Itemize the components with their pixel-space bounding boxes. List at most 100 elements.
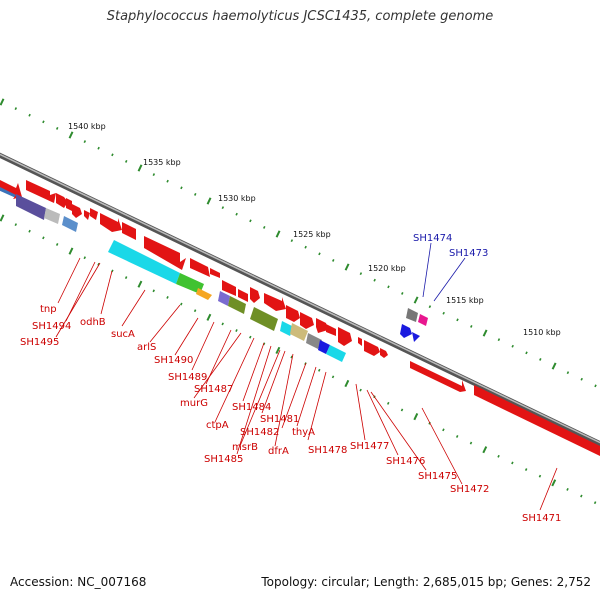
ruler-tick (332, 259, 335, 262)
ruler-tick (290, 355, 293, 359)
ruler-tick (137, 164, 143, 172)
ruler-tick (221, 322, 224, 326)
ruler-tick (482, 329, 488, 337)
gene-feature (108, 240, 180, 284)
gene-label-sh1477: SH1477 (350, 441, 389, 452)
gene-feature (400, 324, 412, 338)
ruler-tick (482, 446, 488, 454)
ruler-tick (28, 113, 31, 117)
ruler-tick (413, 296, 419, 304)
ruler-tick (497, 338, 501, 342)
ruler-tick (28, 229, 31, 233)
ruler-tick (166, 179, 169, 183)
ruler-tick (442, 311, 445, 315)
gene-label-thya: thyA (292, 427, 315, 438)
gene-feature (358, 337, 362, 346)
gene-label-sh1495: SH1495 (20, 337, 59, 348)
ruler-tick (359, 272, 363, 276)
ruler-tick (124, 276, 128, 280)
ruler-tick (83, 256, 87, 260)
gene-feature (326, 324, 336, 336)
ruler-tick (580, 377, 583, 381)
gene-label-sh1490: SH1490 (154, 355, 193, 366)
ruler-tick (580, 494, 583, 498)
backbone (0, 152, 600, 447)
ruler-tick (304, 245, 307, 249)
gene-feature (90, 208, 98, 220)
ruler-ticks-inner (0, 214, 597, 505)
ruler-tick (275, 346, 281, 354)
ruler-tick (42, 236, 45, 240)
ruler-tick (14, 223, 18, 227)
ruler-tick (55, 243, 59, 246)
gene-label-sh1481: SH1481 (260, 414, 299, 425)
gene-label-sh1485: SH1485 (204, 454, 243, 465)
gene-feature (364, 340, 380, 356)
gene-feature (290, 323, 308, 341)
gene-label-arls: arlS (137, 342, 156, 353)
gene-feature (250, 307, 278, 331)
ruler-tick (538, 474, 542, 478)
ruler-label-1515: 1515 kbp (446, 296, 484, 305)
ruler-tick (566, 487, 569, 491)
ruler-label-1520: 1520 kbp (368, 264, 406, 273)
ruler-tick (566, 371, 570, 375)
gene-feature (318, 340, 330, 354)
gene-feature (316, 318, 328, 333)
gene-label-sh1473: SH1473 (449, 248, 488, 259)
gene-feature (306, 333, 322, 349)
ruler-label-1540: 1540 kbp (68, 122, 106, 131)
gene-feature (410, 361, 466, 392)
ruler-tick (152, 173, 156, 177)
ruler-tick (42, 120, 45, 124)
ruler-tick (290, 239, 294, 243)
ruler-tick (331, 375, 335, 379)
ruler-tick (428, 305, 432, 309)
gene-feature (264, 293, 286, 311)
ruler-tick (275, 230, 281, 238)
ruler-tick (235, 212, 238, 216)
ruler-tick (97, 262, 100, 266)
gene-feature (16, 194, 46, 220)
gene-label-sh1484: SH1484 (232, 402, 271, 413)
gene-feature (250, 287, 260, 303)
gene-feature (418, 314, 428, 326)
gene-feature (406, 308, 418, 322)
ruler-tick (359, 388, 362, 392)
gene-label-odhb: odhB (80, 317, 106, 328)
gene-feature (72, 204, 82, 218)
ruler-tick (401, 292, 404, 295)
gene-label-msrb: msrB (232, 442, 258, 453)
gene-feature (122, 222, 136, 240)
ruler-tick (249, 219, 252, 223)
gene-feature (238, 289, 248, 302)
accession-text: Accession: NC_007168 (10, 575, 147, 589)
ruler-tick (551, 479, 557, 487)
ruler-label-1530: 1530 kbp (218, 194, 256, 203)
gene-feature (222, 280, 236, 296)
ruler-tick (83, 140, 87, 144)
ruler-tick (180, 186, 183, 190)
ruler-tick (497, 454, 500, 458)
ruler-tick (400, 408, 404, 412)
ruler-tick (124, 159, 128, 163)
ruler-tick (0, 214, 5, 222)
topology-text: Topology: circular; Length: 2,685,015 bp… (261, 575, 591, 589)
gene-label-sh1482: SH1482 (240, 427, 279, 438)
ruler-tick (373, 278, 376, 282)
gene-label-ctpa: ctpA (206, 420, 229, 431)
gene-feature (26, 180, 56, 203)
gene-label-sh1471: SH1471 (522, 513, 561, 524)
ruler-tick (470, 325, 473, 328)
gene-feature (228, 296, 246, 314)
callout-lines-highlight (422, 242, 466, 302)
ruler-tick (511, 461, 514, 465)
gene-feature (66, 198, 72, 211)
ruler-tick (344, 263, 350, 271)
ruler-tick (180, 302, 183, 306)
ruler-tick (193, 309, 197, 313)
gene-feature (286, 305, 300, 322)
gene-feature (56, 193, 68, 208)
